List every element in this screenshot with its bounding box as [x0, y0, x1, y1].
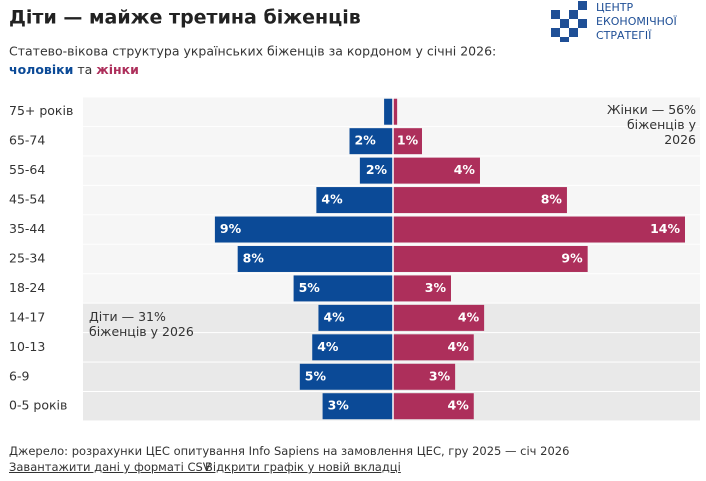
- value-label: 5%: [299, 280, 321, 295]
- value-label: 8%: [541, 192, 563, 207]
- bar: [237, 245, 393, 272]
- value-label: 4%: [448, 339, 470, 354]
- value-label: 4%: [323, 309, 345, 324]
- category-label: 65-74: [9, 133, 45, 148]
- source: Джерело: розрахунки ЦЕС опитування Info …: [9, 444, 570, 458]
- legend-entry: жінки: [96, 62, 139, 77]
- value-label: 3%: [425, 280, 447, 295]
- category-label: 55-64: [9, 162, 45, 177]
- logo-text: ЦЕНТР: [596, 1, 633, 14]
- bar: [393, 98, 398, 125]
- logo-text: СТРАТЕГІЇ: [596, 29, 652, 42]
- bar: [214, 216, 393, 243]
- bar: [393, 363, 456, 390]
- category-label: 14-17: [9, 309, 45, 324]
- annotation: Діти — 31% біженців у 2026: [89, 309, 194, 339]
- value-label: 14%: [650, 221, 680, 236]
- value-label: 1%: [397, 133, 419, 148]
- bar: [393, 334, 474, 361]
- annotation: Жінки — 56% біженців у 2026: [606, 102, 696, 147]
- bar: [299, 363, 393, 390]
- value-label: 4%: [321, 192, 343, 207]
- category-label: 18-24: [9, 280, 45, 295]
- value-label: 4%: [448, 398, 470, 413]
- bar: [393, 216, 685, 243]
- category-label: 25-34: [9, 250, 45, 265]
- logo: ЦЕНТР ЕКОНОМІЧНОЇ СТРАТЕГІЇ: [551, 1, 678, 42]
- bar: [393, 304, 485, 331]
- category-label: 10-13: [9, 339, 45, 354]
- value-label: 9%: [220, 221, 242, 236]
- chart-title: Діти — майже третина біженців: [9, 7, 361, 29]
- bar: [393, 245, 588, 272]
- value-label: 5%: [305, 368, 327, 383]
- legend: чоловіки та жінки: [9, 62, 139, 77]
- value-label: 4%: [317, 339, 339, 354]
- bar: [322, 393, 393, 420]
- value-label: 9%: [561, 250, 583, 265]
- value-label: 3%: [328, 398, 350, 413]
- category-label: 0-5 років: [9, 398, 67, 413]
- bar: [384, 98, 393, 125]
- bar: [393, 275, 451, 302]
- bar: [316, 187, 393, 214]
- value-label: 2%: [355, 133, 377, 148]
- bar: [393, 187, 567, 214]
- category-label: 45-54: [9, 192, 45, 207]
- value-label: 8%: [243, 250, 265, 265]
- value-label: 4%: [458, 309, 480, 324]
- bar: [293, 275, 393, 302]
- category-label: 6-9: [9, 368, 29, 383]
- bar: [393, 393, 474, 420]
- legend-connector: та: [77, 62, 92, 77]
- category-label: 75+ років: [9, 103, 73, 118]
- bar: [318, 304, 393, 331]
- chart-subtitle: Статево-вікова структура українських біж…: [9, 44, 496, 59]
- link[interactable]: Відкрити графік у новій вкладці: [205, 460, 401, 474]
- value-label: 3%: [429, 368, 451, 383]
- value-label: 4%: [454, 162, 476, 177]
- link[interactable]: Завантажити дані у форматі CSV: [9, 460, 211, 474]
- bar: [393, 157, 480, 184]
- legend-entry: чоловіки: [9, 62, 73, 77]
- value-label: 2%: [366, 162, 388, 177]
- bar: [349, 128, 393, 155]
- category-label: 35-44: [9, 221, 45, 236]
- bar: [393, 128, 422, 155]
- logo-text: ЕКОНОМІЧНОЇ: [596, 15, 678, 28]
- bar: [312, 334, 393, 361]
- bar: [359, 157, 393, 184]
